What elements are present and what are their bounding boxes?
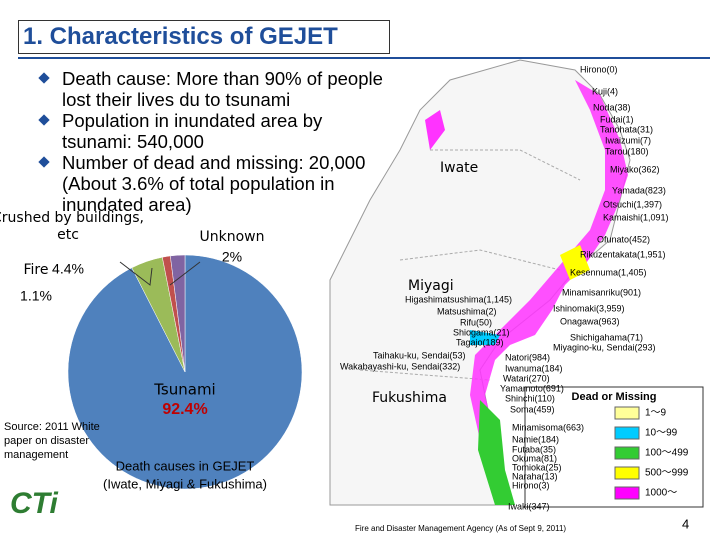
place-label: Yamada(823) (612, 185, 666, 195)
place-label: Minamisoma(663) (512, 422, 584, 432)
place-label: Tanohata(31) (600, 124, 653, 134)
place-label: Futaba(35) (512, 444, 556, 454)
place-label: Tomioka(25) (512, 462, 562, 472)
bullet: Death cause: More than 90% of people los… (40, 68, 385, 110)
place-label: Higashimatsushima(1,145) (405, 294, 512, 304)
slice-value: 92.4% (162, 401, 207, 418)
place-label: Kuji(4) (592, 86, 618, 96)
place-label: Wakabayashi-ku, Sendai(332) (340, 361, 460, 371)
legend-swatch (614, 486, 640, 500)
legend-label: 500～999 (645, 468, 689, 479)
prefecture-border (359, 149, 581, 381)
place-label: Watari(270) (503, 373, 550, 383)
place-label: Shiogama(21) (453, 327, 510, 337)
place-label: Miyako(362) (610, 164, 660, 174)
place-label: Namie(184) (512, 434, 559, 444)
place-label: Rifu(50) (460, 317, 492, 327)
place-label: Fudai(1) (600, 114, 634, 124)
page-number: 4 (682, 516, 689, 531)
place-label: Rikuzentakata(1,951) (580, 249, 666, 259)
place-label: Hirono(0) (580, 64, 618, 74)
slice-label: Unknown (200, 229, 265, 245)
slice-value: 4.4% (52, 261, 84, 277)
place-label: Iwaki(347) (508, 501, 550, 511)
coast-strip (478, 400, 515, 505)
coast-area (560, 245, 590, 280)
slice-label: Tsunami (153, 381, 215, 399)
place-label: Miyagino-ku, Sendai(293) (553, 342, 656, 352)
map: Iwate Miyagi Fukushima Hirono(0) Kuji(4) Noda… (329, 59, 704, 533)
legend-label: 1000～ (645, 488, 677, 499)
slice-label-line: etc (57, 227, 79, 243)
place-label: Soma(459) (510, 404, 555, 414)
slice-value: 2% (222, 249, 242, 265)
place-label: Onagawa(963) (560, 316, 620, 326)
place-label: Minamisanriku(901) (562, 287, 641, 297)
inland-area (425, 110, 445, 150)
legend-label: 1～9 (645, 408, 667, 419)
map-source: Fire and Disaster Management Agency (As … (355, 524, 566, 533)
place-label: Yamamoto(691) (500, 383, 564, 393)
place-label: Iwanuma(184) (505, 363, 563, 373)
region-label: Fukushima (372, 390, 447, 406)
source-note: Source: 2011 White paper on disaster man… (4, 421, 100, 461)
region-label: Iwate (440, 160, 478, 176)
logo: CTi (10, 487, 58, 520)
place-label: Okuma(81) (512, 453, 557, 463)
place-label: Iwaizumi(7) (605, 135, 651, 145)
region-label: Miyagi (408, 278, 454, 294)
slide-title: 1. Characteristics of GEJET (18, 20, 390, 54)
slice-label: Fire (24, 262, 49, 278)
place-label: Ofunato(452) (597, 234, 650, 244)
legend-swatch (614, 446, 640, 460)
legend-box (524, 386, 704, 508)
place-label: Kesennuma(1,405) (570, 267, 647, 277)
place-label: Shichigahama(71) (570, 332, 643, 342)
legend-swatch (614, 426, 640, 440)
legend-title: Dead or Missing (572, 391, 657, 403)
legend-swatch (614, 406, 640, 420)
coast-strip (470, 80, 628, 505)
chart-caption: Death causes in GEJET (116, 458, 255, 473)
place-label: Hirono(3) (512, 480, 550, 490)
place-label: Kamaishi(1,091) (603, 212, 669, 222)
chart-caption: (Iwate, Miyagi & Fukushima) (103, 476, 267, 491)
place-label: Natori(984) (505, 352, 550, 362)
place-label: Noda(38) (593, 102, 631, 112)
place-label: Naraha(13) (512, 471, 558, 481)
leader-line (119, 261, 153, 286)
bullet: Number of dead and missing: 20,000 (Abou… (40, 152, 385, 215)
pie-slice (170, 254, 186, 373)
place-label: Taihaku-ku, Sendai(53) (373, 350, 466, 360)
coast-area (470, 330, 500, 345)
legend-swatch (614, 466, 640, 480)
legend-label: 10～99 (645, 428, 678, 439)
place-label: Shinchi(110) (505, 393, 555, 403)
place-label: Tagajo(189) (456, 337, 504, 347)
place-label: Otsuchi(1,397) (603, 199, 662, 209)
slice-value: 1.1% (20, 288, 52, 304)
bullet: Population in inundated area by tsunami:… (40, 110, 385, 152)
place-label: Tarou(180) (605, 146, 649, 156)
place-label: Ishinomaki(3,959) (553, 303, 625, 313)
bullet-list: Death cause: More than 90% of people los… (40, 68, 385, 215)
legend-label: 100～499 (645, 448, 689, 459)
leader-line (169, 261, 201, 286)
place-label: Matsushima(2) (437, 306, 497, 316)
